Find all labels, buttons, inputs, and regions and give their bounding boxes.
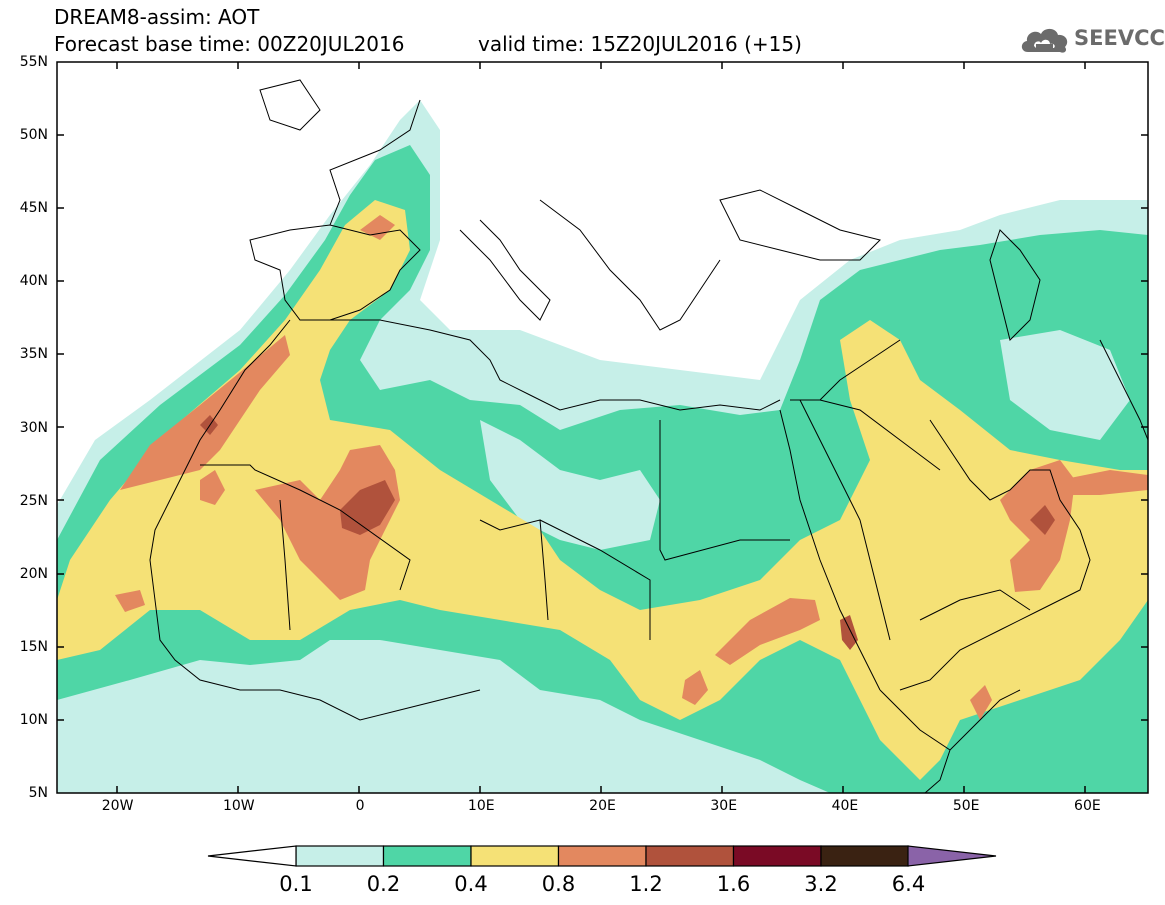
aot-band-0.8 [682,670,708,705]
colorbar-label: 1.2 [629,872,663,896]
lat-label: 35N [19,346,48,363]
lon-label: 60E [1074,798,1101,814]
aot-band-0.8 [1060,470,1148,495]
colorbar-label: 1.6 [716,872,751,896]
aot-band-0.8 [115,590,145,612]
aot-band-0.1-hole [1000,330,1130,440]
lon-label: 0 [355,798,365,814]
lon-label: 50E [952,798,980,814]
lat-label: 15N [19,638,48,655]
aot-band-0.1-hole [480,420,660,550]
aot-band-0.8 [970,685,992,720]
aot-band-0.8 [120,335,290,490]
logo-text: SEEVCCC [1074,26,1165,50]
lon-label: 30E [710,798,738,814]
coast-italy [459,219,551,321]
coast-africa-west [149,319,481,721]
seevccc-logo: SEEVCCC [1018,24,1165,58]
aot-field [57,100,1148,793]
lat-label: 10N [19,711,48,728]
valid-time: valid time: 15Z20JUL2016 (+15) [478,32,802,56]
coast-iberia [249,224,421,321]
colorbar-label: 0.2 [366,872,401,896]
coast-balkans [539,199,721,331]
aot-band-1.2 [840,615,858,650]
colorbar-label: 6.4 [891,872,926,896]
lon-label: 10E [467,798,495,814]
lon-label: 20W [101,798,134,814]
colorbar-label: 0.8 [541,872,576,896]
colorbar-label: 0.4 [454,872,488,896]
borders-arabia [790,339,1031,621]
lat-label: 5N [28,785,48,801]
aot-band-0.4 [57,200,1148,780]
coast-mediterranean-south [330,319,781,411]
lat-label: 50N [19,127,48,144]
colorbar-label: 0.1 [279,872,313,896]
coast-caspian [989,229,1041,341]
lon-label: 20E [589,798,616,814]
borders-sahara [200,420,790,640]
aot-band-1.2 [340,480,395,535]
lat-label: 45N [19,200,48,217]
lat-label: 40N [19,273,48,290]
colorbar-label: 3.2 [804,872,838,896]
lon-label: 10W [222,798,255,814]
lat-label: 55N [19,54,48,70]
cloud-icon [1021,28,1068,53]
coastlines [149,79,1148,793]
coast-red-sea [779,399,891,691]
coast-persian-gulf [899,419,1091,691]
aot-band-0.8 [200,470,225,505]
coast-black-sea [719,189,881,261]
aot-band-0.8 [255,445,400,600]
lat-label: 20N [19,565,48,582]
aot-band-0.8 [360,215,395,240]
map-title: DREAM8-assim: AOT [54,5,260,29]
forecast-base-time: Forecast base time: 00Z20JUL2016 [54,32,405,56]
coast-horn-africa [879,689,1021,793]
lat-label: 30N [19,419,48,436]
lat-label: 25N [19,492,48,509]
coast-france-uk [259,79,421,226]
aot-band-1.2 [1030,505,1055,535]
lon-label: 40E [831,798,859,814]
axis-ticks [57,62,1148,793]
aot-band-0.8 [715,598,820,665]
coast-india [1099,339,1148,441]
